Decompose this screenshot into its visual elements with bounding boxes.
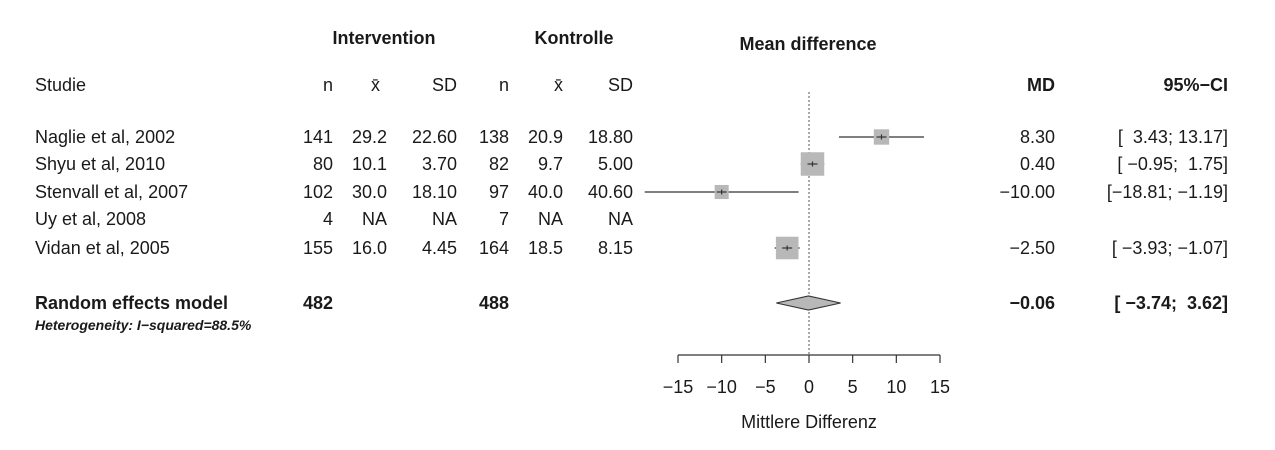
sd-intervention-header: SD	[432, 75, 457, 95]
ci-value: [ −3.93; −1.07]	[1112, 238, 1228, 258]
x-tick-label: 0	[804, 377, 814, 397]
md-value: 0.40	[1020, 154, 1055, 174]
sd-intervention: 18.10	[412, 182, 457, 202]
n-control: 7	[499, 209, 509, 229]
mean-intervention-header: x̄	[371, 75, 380, 95]
pooled-ci-value: [ −3.74; 3.62]	[1114, 293, 1228, 313]
sd-intervention: 4.45	[422, 238, 457, 258]
pooled-md-value: −0.06	[1009, 293, 1055, 313]
n-intervention: 80	[313, 154, 333, 174]
plot-title: Mean difference	[739, 34, 876, 54]
mean-intervention: 29.2	[352, 127, 387, 147]
n-control: 82	[489, 154, 509, 174]
ci-value: [ −0.95; 1.75]	[1117, 154, 1228, 174]
n-intervention-header: n	[323, 75, 333, 95]
ci-value: [ 3.43; 13.17]	[1118, 127, 1228, 147]
md-value: −2.50	[1009, 238, 1055, 258]
sd-control-header: SD	[608, 75, 633, 95]
x-tick-label: −5	[755, 377, 776, 397]
n-intervention: 102	[303, 182, 333, 202]
n-control: 164	[479, 238, 509, 258]
mean-intervention: 16.0	[352, 238, 387, 258]
mean-control: 9.7	[538, 154, 563, 174]
x-tick-label: 10	[886, 377, 906, 397]
study-name: Naglie et al, 2002	[35, 127, 175, 147]
n-control: 138	[479, 127, 509, 147]
pooled-diamond	[776, 295, 841, 311]
mean-intervention: 30.0	[352, 182, 387, 202]
pooled-n-control: 488	[479, 293, 509, 313]
study-name: Uy et al, 2008	[35, 209, 146, 229]
n-intervention: 141	[303, 127, 333, 147]
x-tick-label: 15	[930, 377, 950, 397]
sd-control: NA	[608, 209, 633, 229]
x-tick-label: −15	[663, 377, 694, 397]
mean-intervention: NA	[362, 209, 387, 229]
n-control-header: n	[499, 75, 509, 95]
study-name: Shyu et al, 2010	[35, 154, 165, 174]
pooled-n-intervention: 482	[303, 293, 333, 313]
pooled-name: Random effects model	[35, 293, 228, 313]
mean-control: 20.9	[528, 127, 563, 147]
heterogeneity-note: Heterogeneity: I−squared=88.5%	[35, 317, 252, 333]
mean-intervention: 10.1	[352, 154, 387, 174]
n-control: 97	[489, 182, 509, 202]
mean-control: 18.5	[528, 238, 563, 258]
ci-value: [−18.81; −1.19]	[1107, 182, 1228, 202]
md-value: −10.00	[999, 182, 1055, 202]
control-header: Kontrolle	[535, 28, 614, 48]
mean-control: 40.0	[528, 182, 563, 202]
x-tick-label: −10	[706, 377, 737, 397]
plot-area: −15 −10 −5 0 5 10 15 Mittlere Differenz	[644, 92, 950, 432]
sd-control: 8.15	[598, 238, 633, 258]
n-intervention: 155	[303, 238, 333, 258]
sd-control: 5.00	[598, 154, 633, 174]
mean-control: NA	[538, 209, 563, 229]
sd-intervention: 3.70	[422, 154, 457, 174]
sd-intervention: NA	[432, 209, 457, 229]
study-name: Stenvall et al, 2007	[35, 182, 188, 202]
md-header: MD	[1027, 75, 1055, 95]
sd-control: 18.80	[588, 127, 633, 147]
sd-control: 40.60	[588, 182, 633, 202]
x-axis-label: Mittlere Differenz	[741, 412, 877, 432]
ci-header: 95%−CI	[1163, 75, 1228, 95]
sd-intervention: 22.60	[412, 127, 457, 147]
study-rows: Naglie et al, 2002 141 29.2 22.60 138 20.9 18.…	[35, 127, 1228, 333]
mean-control-header: x̄	[554, 75, 563, 95]
x-tick-label: 5	[848, 377, 858, 397]
n-intervention: 4	[323, 209, 333, 229]
study-col-header: Studie	[35, 75, 86, 95]
md-value: 8.30	[1020, 127, 1055, 147]
study-name: Vidan et al, 2005	[35, 238, 170, 258]
intervention-header: Intervention	[332, 28, 435, 48]
